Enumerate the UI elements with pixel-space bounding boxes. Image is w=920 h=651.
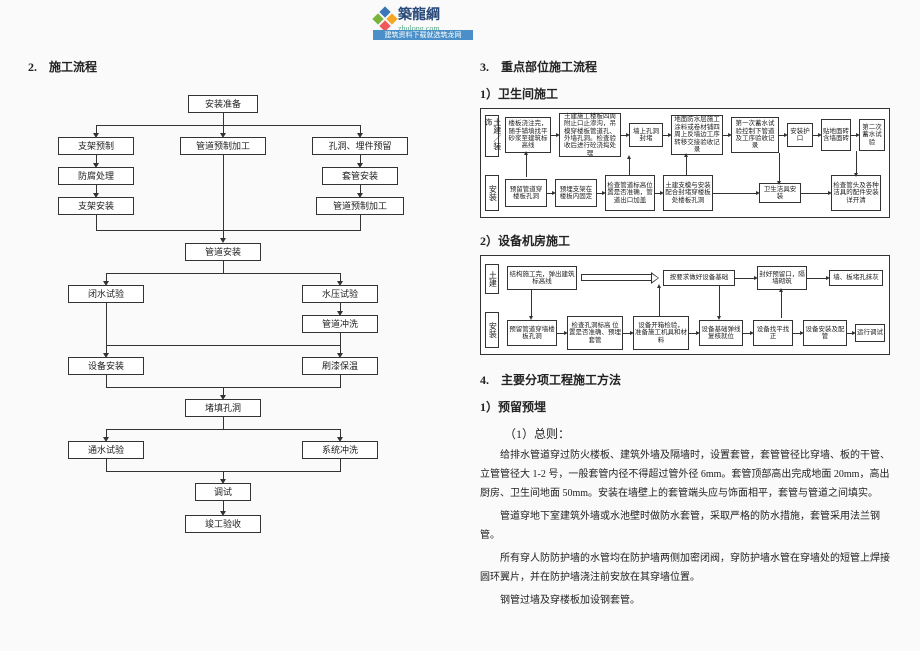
mini-node: 地面防水层施工涂料或卷材铺四周上反墙边工序转移交接验收记录 [671,115,723,155]
mini-node: 墙、板堵孔抹灰 [829,270,883,286]
mini-node: 楼板浇注完，随手铺填找平砂浆至建筑标高线 [505,117,551,153]
flow-node: 调试 [195,483,251,501]
flow-node: 支架安装 [58,197,134,215]
right-sub-1: 1）卫生间施工 [480,85,895,102]
mini-node: 设备基础弹线复核就位 [699,320,743,346]
flow-node: 刷漆保温 [302,357,378,375]
mini-node: 结构施工完，弹出建筑标高线 [507,266,577,290]
right-sub-4: （1）总则： [480,425,895,442]
mini-node: 第二次蓄水试验 [859,119,885,151]
mini-node: 检查管道标高位置是否准确，管道出口加盖 [605,175,655,211]
flow-node: 管道预制加工 [316,197,404,215]
lane-label: 土建／装饰 [485,115,499,157]
mini-node: 检查孔洞标高 位置是否准确、预埋套管 [567,316,623,350]
construction-flowchart: 安装准备 支架预制 管道预制加工 孔洞、埋件预留 防腐处理 套管安装 支架安装 … [28,95,408,615]
left-column: 2. 施工流程 安装准备 支架预制 管道预制加工 孔洞、埋件预留 防腐处理 套管… [28,58,448,615]
flow-node: 安装准备 [188,95,258,113]
bathroom-flowchart: 土建／装饰 安装 楼板浇注完，随手铺填找平砂浆至建筑标高线 土建施工楼板四周附止… [480,108,890,218]
mini-node: 土建施工楼板四周附止口止渗沟，吊模穿楼板管道孔、外墙孔洞。检查验收后进行砼浇捣处… [559,113,621,157]
flow-node: 堵填孔洞 [185,399,261,417]
mini-node: 第一次蓄水试验控制下管道及工序验收记录 [731,117,779,153]
right-sub-2: 2）设备机房施工 [480,232,895,249]
mini-node: 卫生洁具安装 [759,183,801,203]
flow-node: 水压试验 [302,285,378,303]
paragraph: 给排水管道穿过防火楼板、建筑外墙及隔墙时，设置套管，套管管径比穿墙、板的干管、立… [480,446,895,503]
mini-node: 设备找平找正 [753,320,793,346]
mini-node: 按要求做好设备基础 [663,270,735,286]
equipment-room-flowchart: 土建 安装 结构施工完，弹出建筑标高线 按要求做好设备基础 封好预留口，隔墙砌筑… [480,255,890,355]
flow-node: 套管安装 [322,167,398,185]
right-heading-1: 3. 重点部位施工流程 [480,58,895,75]
mini-node: 预埋支架在楼板内固定 [555,179,597,207]
hollow-arrow-icon [581,274,651,281]
right-column: 3. 重点部位施工流程 1）卫生间施工 土建／装饰 安装 楼板浇注完，随手铺填找… [480,58,895,610]
site-logo: 築龍綱 zhulong.com [375,4,440,33]
right-sub-3: 1）预留预埋 [480,398,895,415]
paragraph: 管道穿地下室建筑外墙或水池壁时做防水套管，采取严格的防水措施，套管采用法兰钢管。 [480,507,895,545]
flow-node: 闭水试验 [68,285,144,303]
logo-icon [375,9,395,29]
flow-node: 管道预制加工 [180,137,266,155]
lane-label: 安装 [485,312,499,348]
flow-node: 竣工验收 [185,515,261,533]
mini-node: 设备开箱检验， 准备施工机具和材料 [633,316,689,350]
flow-node: 设备安装 [68,357,144,375]
paragraph: 钢管过墙及穿楼板加设钢套管。 [480,591,895,610]
mini-node: 设备安装及配管 [803,320,847,346]
paragraph: 所有穿人防防护墙的水管均在防护墙两侧加密闭阀，穿防护墙水管在穿墙处的短管上焊接圆… [480,549,895,587]
mini-node: 检查管头及各种洁具的配件安装详开清 [831,175,881,211]
mini-node: 安装护口 [787,123,813,147]
flow-node: 管道安装 [185,243,261,261]
lane-label: 安装 [485,175,499,211]
mini-node: 土建支模与安装配合封堵穿楼板处楼板孔洞 [663,175,713,211]
logo-title: 築龍綱 [398,8,440,23]
flow-node: 系统冲洗 [302,441,378,459]
flow-node: 支架预制 [58,137,134,155]
left-heading: 2. 施工流程 [28,58,448,75]
mini-node: 预留管道穿墙楼板孔洞 [507,320,557,346]
mini-node: 封好预留口，隔墙砌筑 [757,266,807,290]
mini-node: 贴地面砖含墙面砖 [821,119,851,151]
flow-node: 通水试验 [68,441,144,459]
flow-node: 防腐处理 [58,167,134,185]
logo-bar: 建筑资料下载就选筑龙网 [373,30,473,40]
flow-node: 孔洞、埋件预留 [312,137,408,155]
mini-node: 运行调试 [855,324,885,342]
mini-node: 墙上孔洞封堵 [629,123,663,147]
right-heading-2: 4. 主要分项工程施工方法 [480,371,895,388]
flow-node: 管道冲洗 [302,315,378,333]
lane-label: 土建 [485,264,499,294]
mini-node: 预留管道穿楼板孔洞 [505,179,547,207]
